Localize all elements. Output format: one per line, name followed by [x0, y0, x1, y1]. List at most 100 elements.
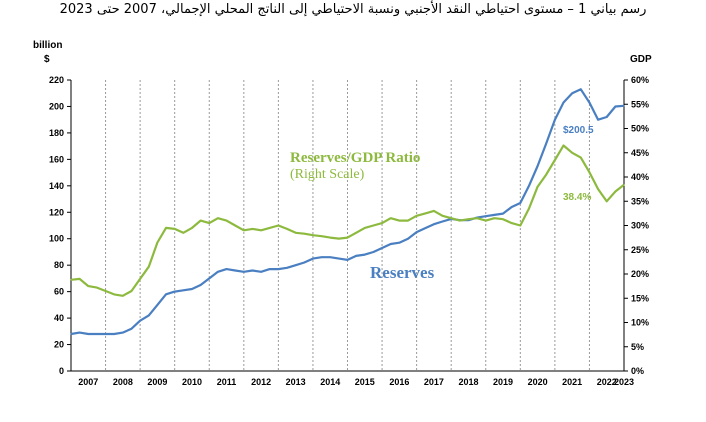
left-tick-label: 140 — [49, 181, 64, 191]
data-point-reserves — [554, 119, 556, 121]
data-point-reserves — [614, 105, 617, 108]
data-point-reserves — [355, 255, 357, 257]
x-tick-label-2008: 2008 — [113, 377, 133, 387]
data-point-reserves-gdp-ratio — [390, 217, 392, 219]
left-tick-label: 20 — [54, 340, 64, 350]
data-point-reserves-gdp-ratio — [623, 184, 625, 186]
data-point-reserves-gdp-ratio — [571, 152, 573, 154]
data-point-reserves-gdp-ratio — [165, 227, 167, 229]
chart-title: رسم بياني 1 – مستوى احتياطي النقد الأجنب… — [59, 2, 647, 17]
data-point-reserves-gdp-ratio — [303, 233, 305, 235]
data-point-reserves-gdp-ratio — [407, 220, 409, 222]
data-point-reserves-gdp-ratio — [588, 171, 591, 173]
data-point-reserves — [407, 238, 409, 240]
data-point-reserves — [493, 214, 495, 216]
x-tick-label-2013: 2013 — [286, 377, 306, 387]
data-point-reserves-gdp-ratio — [580, 157, 582, 159]
data-point-reserves — [398, 242, 400, 244]
data-point-reserves-gdp-ratio — [113, 293, 115, 295]
data-point-reserves-gdp-ratio — [79, 278, 81, 280]
data-point-reserves — [562, 101, 565, 104]
data-point-reserves — [433, 223, 435, 225]
data-point-reserves — [502, 213, 504, 215]
data-point-reserves-gdp-ratio — [467, 218, 470, 220]
data-point-reserves — [79, 332, 81, 334]
data-point-reserves-gdp-ratio — [225, 220, 228, 222]
data-point-reserves-gdp-ratio — [519, 224, 521, 227]
data-point-reserves-gdp-ratio — [105, 290, 107, 292]
ratio-series-sublabel: (Right Scale) — [290, 167, 365, 182]
left-tick-label: 0 — [59, 366, 64, 376]
data-point-reserves — [606, 116, 608, 118]
data-point-reserves — [321, 256, 323, 258]
data-point-reserves-gdp-ratio — [182, 232, 184, 234]
right-tick-label: 30% — [631, 221, 649, 231]
right-tick-label: 40% — [631, 172, 649, 182]
data-point-reserves-gdp-ratio — [372, 224, 374, 227]
x-tick-label-2017: 2017 — [424, 377, 444, 387]
data-point-reserves-gdp-ratio — [277, 224, 279, 227]
data-point-reserves — [122, 332, 124, 334]
data-point-reserves-gdp-ratio — [329, 237, 331, 239]
data-point-reserves — [174, 291, 176, 293]
data-point-reserves-gdp-ratio — [398, 220, 400, 222]
right-tick-label: 60% — [631, 75, 649, 85]
data-point-reserves-gdp-ratio — [597, 188, 599, 190]
data-point-reserves — [148, 314, 150, 316]
right-tick-label: 10% — [631, 318, 649, 328]
data-point-reserves-gdp-ratio — [208, 222, 210, 224]
data-point-reserves — [338, 258, 340, 260]
data-point-reserves-gdp-ratio — [502, 218, 504, 220]
x-tick-label-2012: 2012 — [251, 377, 271, 387]
data-point-reserves — [113, 333, 115, 335]
data-point-reserves-gdp-ratio — [537, 186, 539, 188]
data-point-reserves-gdp-ratio — [217, 217, 219, 219]
data-point-reserves — [597, 119, 599, 121]
data-point-reserves — [251, 269, 254, 272]
data-point-reserves — [416, 231, 418, 233]
data-point-reserves-gdp-ratio — [459, 220, 461, 222]
right-tick-label: 0% — [631, 366, 644, 376]
data-point-reserves — [139, 320, 141, 322]
data-point-reserves — [286, 267, 288, 269]
right-tick-label: 35% — [631, 196, 649, 206]
data-point-reserves — [303, 261, 305, 264]
data-point-reserves-gdp-ratio — [243, 229, 245, 231]
x-tick-label-2010: 2010 — [182, 377, 202, 387]
data-point-reserves-gdp-ratio — [200, 220, 202, 222]
x-tick-label-2009: 2009 — [147, 377, 167, 387]
data-point-reserves-gdp-ratio — [606, 200, 608, 202]
data-point-reserves-gdp-ratio — [381, 222, 383, 224]
data-point-reserves-gdp-ratio — [87, 285, 89, 287]
right-tick-label: 5% — [631, 342, 644, 352]
data-point-reserves-gdp-ratio — [312, 234, 314, 236]
data-point-reserves — [225, 268, 228, 270]
right-tick-label: 50% — [631, 124, 649, 134]
data-point-reserves-gdp-ratio — [122, 295, 124, 297]
x-tick-label-2018: 2018 — [458, 377, 478, 387]
data-point-reserves — [485, 215, 487, 217]
left-tick-label: 200 — [49, 101, 64, 111]
data-point-reserves — [87, 333, 89, 335]
data-point-reserves — [580, 88, 582, 90]
x-axis-ticks: 2007 2008 2009 2010 2011 2012 2013 2014 2015 2016… — [78, 377, 634, 387]
data-point-reserves — [70, 333, 72, 335]
data-point-reserves-gdp-ratio — [96, 287, 98, 289]
x-tick-label-2022: 2022 — [597, 377, 617, 387]
left-tick-label: 40 — [54, 313, 64, 323]
data-point-reserves-gdp-ratio — [554, 159, 556, 161]
right-tick-label: 55% — [631, 99, 649, 109]
data-point-reserves — [390, 243, 392, 245]
data-point-reserves-gdp-ratio — [493, 217, 495, 219]
data-point-reserves-gdp-ratio — [156, 241, 158, 244]
reserves-last-value-label: $200.5 — [563, 125, 594, 136]
data-point-reserves-gdp-ratio — [130, 290, 133, 292]
data-point-reserves — [208, 277, 210, 279]
right-tick-label: 25% — [631, 245, 649, 255]
data-point-reserves-gdp-ratio — [346, 237, 349, 239]
data-point-reserves — [346, 259, 349, 261]
right-tick-label: 20% — [631, 269, 649, 279]
data-point-reserves — [277, 268, 279, 270]
data-point-reserves-gdp-ratio — [416, 215, 418, 217]
left-tick-label: 160 — [49, 154, 64, 164]
